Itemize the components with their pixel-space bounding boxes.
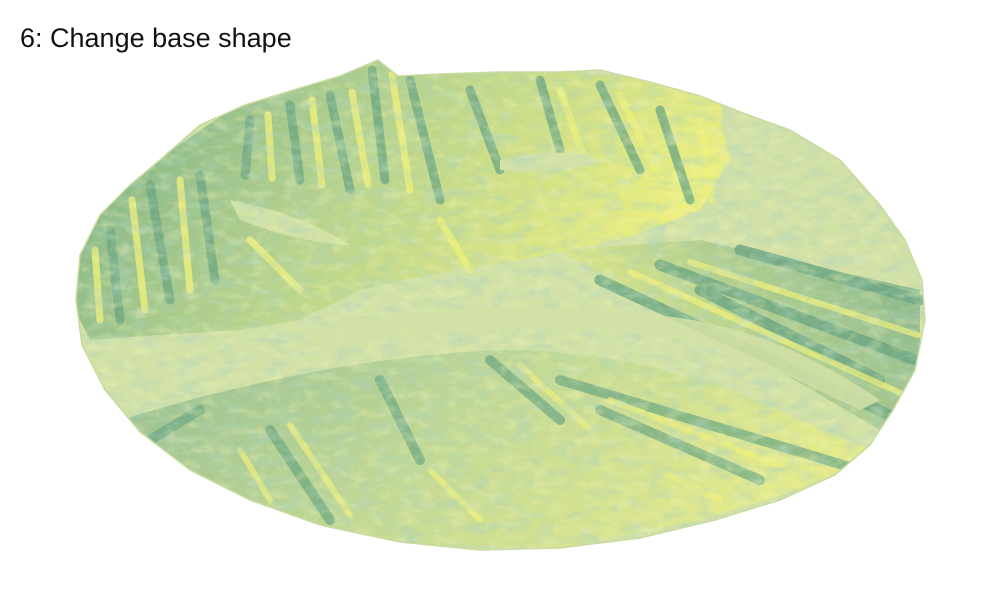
valley-floor [300,307,880,410]
figure-title: 6: Change base shape [20,23,292,53]
